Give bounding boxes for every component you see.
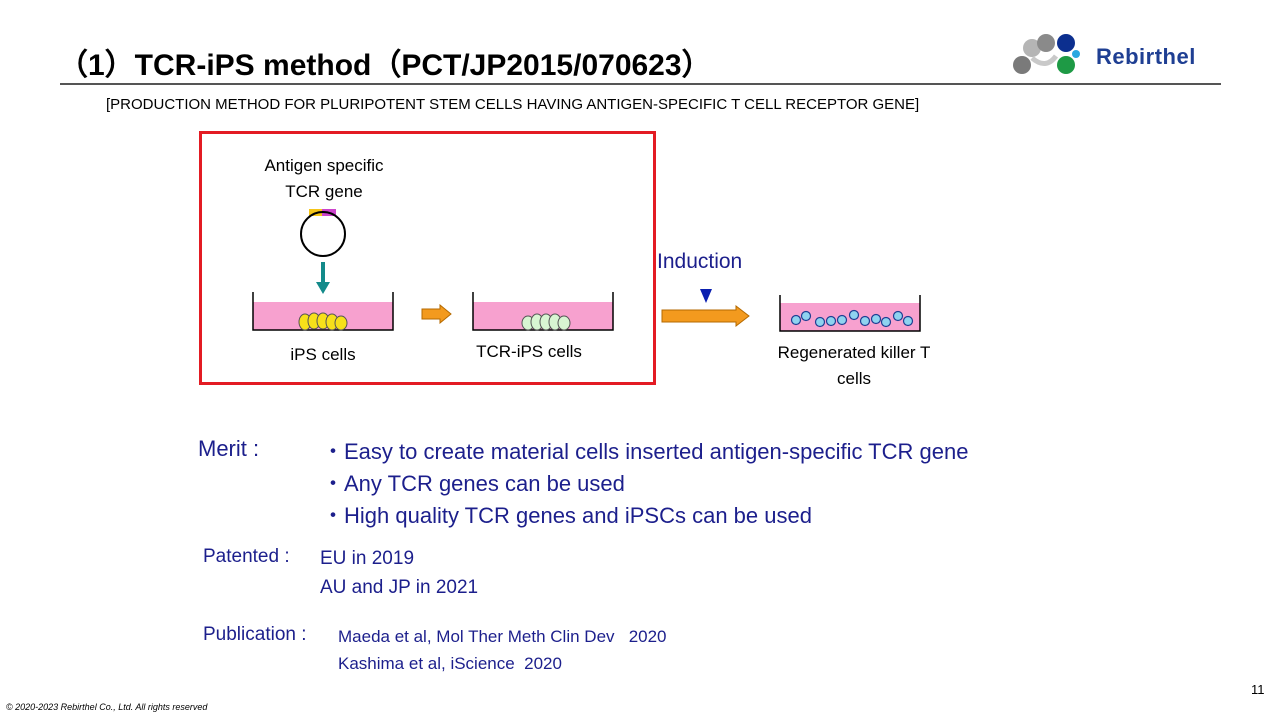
killer-t-label: Regenerated killer T cells — [744, 340, 964, 392]
merit-item: ・High quality TCR genes and iPSCs can be… — [322, 503, 812, 528]
tcr-ips-cells-label: TCR-iPS cells — [476, 342, 582, 361]
copyright-notice: © 2020-2023 Rebirthel Co., Ltd. All righ… — [6, 702, 208, 712]
publication-item: Kashima et al, iScience 2020 — [338, 654, 562, 673]
publication-list: Maeda et al, Mol Ther Meth Clin Dev 2020… — [338, 623, 667, 677]
killer-t-label-line2: cells — [836, 369, 871, 388]
merit-label: Merit : — [198, 436, 260, 461]
induction-arrow-icon — [661, 305, 750, 327]
antigen-label-line2: TCR gene — [285, 182, 363, 201]
merit-list: ・Easy to create material cells inserted … — [322, 436, 968, 532]
antigen-label-line1: Antigen specific — [264, 156, 384, 175]
tcr-ips-dish — [472, 292, 614, 331]
patented-list: EU in 2019 AU and JP in 2021 — [320, 544, 478, 602]
ips-dish — [252, 292, 394, 331]
rebirthel-logo-icon — [1013, 34, 1080, 74]
header-divider — [60, 83, 1221, 85]
killer-t-dish — [779, 295, 921, 332]
plasmid-icon — [300, 209, 346, 294]
brand-name: Rebirthel — [1096, 44, 1196, 69]
publication-item: Maeda et al, Mol Ther Meth Clin Dev 2020 — [338, 627, 667, 646]
page-title: （1）TCR-iPS method（PCT/JP2015/070623） — [58, 49, 712, 82]
induction-marker-icon — [700, 289, 712, 303]
page-subtitle: [PRODUCTION METHOD FOR PLURIPOTENT STEM … — [106, 96, 920, 113]
publication-label: Publication : — [203, 624, 307, 645]
merit-item: ・Any TCR genes can be used — [322, 471, 625, 496]
ips-cells-label: iPS cells — [290, 345, 356, 364]
page-number: 11 — [1251, 682, 1265, 697]
highlight-box — [199, 131, 656, 385]
antigen-label: Antigen specific TCR gene — [234, 153, 414, 205]
induction-label: Induction — [657, 250, 743, 273]
killer-t-label-line1: Regenerated killer T — [777, 343, 931, 362]
patented-label: Patented : — [203, 546, 290, 567]
right-arrow-icon — [421, 304, 452, 324]
merit-item: ・Easy to create material cells inserted … — [322, 439, 969, 464]
patented-item: AU and JP in 2021 — [320, 577, 479, 598]
patented-item: EU in 2019 — [320, 548, 415, 569]
